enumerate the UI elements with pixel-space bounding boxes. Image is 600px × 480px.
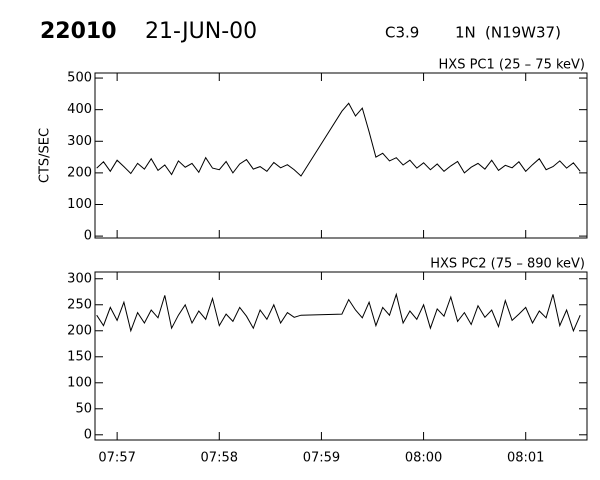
y-tick-label: 300 xyxy=(67,271,92,286)
data-line xyxy=(96,292,581,333)
flare-class: C3.9 xyxy=(385,24,419,42)
y-tick-label: 200 xyxy=(67,323,92,338)
importance: 1N xyxy=(455,24,476,42)
y-tick-label: 100 xyxy=(67,375,92,390)
event-date: 21-JUN-00 xyxy=(145,19,257,44)
y-tick-label: 400 xyxy=(67,102,92,117)
plot-frame xyxy=(94,271,588,441)
plot-frame xyxy=(94,72,588,239)
panel-title: HXS PC1 (25 – 75 keV) xyxy=(439,58,585,73)
x-tick-label: 07:58 xyxy=(201,451,238,466)
y-tick-label: 500 xyxy=(67,71,92,86)
y-tick-label: 200 xyxy=(67,165,92,180)
y-tick-label: 250 xyxy=(67,297,92,312)
y-tick-label: 0 xyxy=(84,427,92,442)
data-line xyxy=(96,102,581,177)
x-tick-label: 07:57 xyxy=(98,451,135,466)
x-tick-label: 08:00 xyxy=(405,451,442,466)
y-tick-label: 300 xyxy=(67,134,92,149)
y-tick-label: 50 xyxy=(75,401,92,416)
y-axis-label: CTS/SEC xyxy=(38,128,53,183)
location: (N19W37) xyxy=(485,24,561,42)
event-id: 22010 xyxy=(40,19,117,44)
x-tick-label: 07:59 xyxy=(303,451,340,466)
panel-title: HXS PC2 (75 – 890 keV) xyxy=(430,257,585,272)
y-tick-label: 150 xyxy=(67,349,92,364)
x-tick-label: 08:01 xyxy=(507,451,544,466)
y-tick-label: 100 xyxy=(67,197,92,212)
y-tick-label: 0 xyxy=(84,229,92,244)
